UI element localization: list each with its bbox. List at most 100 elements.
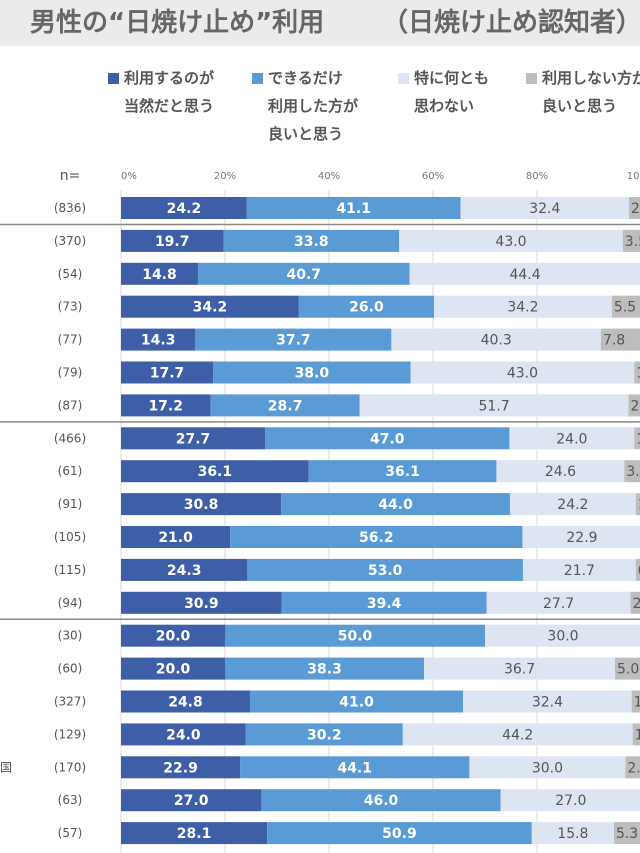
data-label: 38.3 <box>307 662 342 678</box>
data-label: 28.7 <box>268 398 303 414</box>
data-label: 24.6 <box>545 464 576 480</box>
bar-segment <box>622 229 640 252</box>
data-label: 21.7 <box>564 563 595 579</box>
bar-segment <box>230 526 523 548</box>
bar-segment <box>265 427 510 450</box>
data-label: 19.7 <box>155 234 190 250</box>
bar-segment <box>195 328 392 351</box>
bar-segment <box>615 657 640 680</box>
n-value: (170) <box>54 760 86 774</box>
bar-segment <box>409 262 640 285</box>
data-label: 5.3 <box>616 826 638 842</box>
bar-segment <box>635 493 640 516</box>
data-label: 2.9 <box>627 760 640 776</box>
legend-label: 利用しない方が 良いと思う <box>542 69 640 115</box>
n-value: (73) <box>58 300 83 314</box>
data-label: 30.0 <box>532 760 563 776</box>
bar-segment <box>121 558 248 581</box>
bar-segment <box>359 394 629 417</box>
data-label: 20.0 <box>156 629 191 645</box>
legend-item-3: 特に何とも 思わない <box>398 64 489 120</box>
bar-segment <box>485 624 640 647</box>
bar-segment <box>424 657 615 680</box>
data-label: 44.2 <box>502 727 533 743</box>
bar-segment <box>629 197 640 219</box>
x-tick-label: 40% <box>318 171 340 182</box>
data-label: 20.0 <box>156 662 191 678</box>
n-value: (115) <box>54 563 86 577</box>
data-label: 32.4 <box>529 201 560 217</box>
data-label: 44.4 <box>509 267 540 283</box>
bar-segment <box>240 756 470 779</box>
bar-segment <box>634 361 640 384</box>
data-label: 34.2 <box>507 300 538 316</box>
n-value: (466) <box>54 431 86 445</box>
bar-segment <box>625 756 640 779</box>
n-value: (327) <box>54 695 86 709</box>
data-label: 46.0 <box>364 793 399 809</box>
n-value: (836) <box>54 201 86 215</box>
bar-segment <box>509 493 636 516</box>
data-label: 21.0 <box>158 530 193 546</box>
bar-segment <box>611 295 640 318</box>
data-label: 43.0 <box>495 234 526 250</box>
data-label: 1.6 <box>635 727 640 743</box>
chart-title: 男性の“日焼け止め”利用 （日焼け止め認知者） <box>0 0 640 46</box>
bar-segment <box>628 394 640 417</box>
data-label: 36.7 <box>504 662 535 678</box>
bar-segment <box>225 624 485 647</box>
data-label: 1.3 <box>636 366 640 382</box>
data-label: 30.9 <box>184 596 219 612</box>
bar-segment <box>460 197 630 219</box>
data-label: 24.0 <box>556 431 587 447</box>
data-label: 0.9 <box>638 563 640 579</box>
data-label: 36.1 <box>198 464 233 480</box>
data-label: 27.7 <box>176 431 211 447</box>
bar-segment <box>197 262 410 285</box>
data-label: 14.8 <box>142 267 177 283</box>
bar-segment <box>225 657 425 680</box>
n-value: (30) <box>58 629 83 643</box>
bar-segment <box>121 229 224 252</box>
x-tick-label: 20% <box>214 171 236 182</box>
data-label: 15.8 <box>557 826 588 842</box>
bar-segment <box>121 591 282 614</box>
bar-segment <box>298 295 435 318</box>
bar-segment <box>121 789 262 812</box>
bar-segment <box>522 526 640 548</box>
data-label: 53.0 <box>368 563 403 579</box>
data-label: 2.3 <box>631 201 640 217</box>
data-label: 38.0 <box>295 366 330 382</box>
bar-segment <box>635 558 640 581</box>
data-label: 2.1 <box>633 596 640 612</box>
subtitle-text: （日焼け止め認知者） <box>382 8 640 38</box>
data-label: 5.0 <box>617 662 639 678</box>
bar-segment <box>632 723 640 746</box>
data-label: 30.0 <box>547 629 578 645</box>
data-label: 1.8 <box>634 695 640 711</box>
legend-swatch <box>526 73 537 84</box>
data-label: 40.3 <box>481 333 512 349</box>
n-value: (61) <box>58 464 83 478</box>
legend-label: 利用するのが 当然だと思う <box>124 69 215 115</box>
data-label: 32.4 <box>532 695 563 711</box>
data-label: 14.3 <box>141 333 176 349</box>
legend-swatch <box>108 73 119 84</box>
data-label: 1.3 <box>636 431 640 447</box>
bar-segment <box>121 295 299 318</box>
bar-segment <box>121 690 250 713</box>
data-label: 36.1 <box>385 464 420 480</box>
data-label: 41.0 <box>339 695 374 711</box>
data-label: 27.0 <box>174 793 209 809</box>
bar-segment <box>522 558 636 581</box>
data-label: 28.1 <box>177 826 212 842</box>
data-label: 39.4 <box>367 596 402 612</box>
data-label: 3.3 <box>626 464 640 480</box>
x-tick-label: 80% <box>526 171 548 182</box>
n-value: (54) <box>58 267 83 281</box>
data-label: 24.2 <box>167 201 202 217</box>
data-label: 22.9 <box>566 530 597 546</box>
bar-segment <box>121 723 246 746</box>
legend-swatch <box>398 73 409 84</box>
